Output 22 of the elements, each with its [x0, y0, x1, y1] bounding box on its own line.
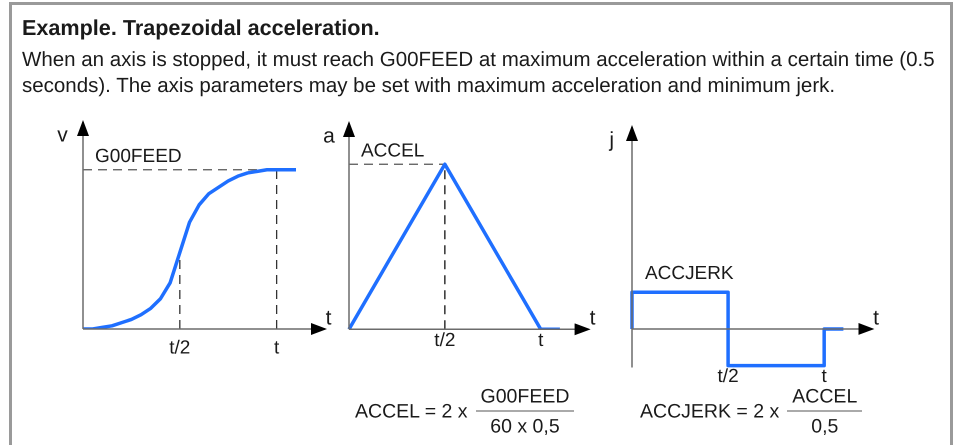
- text: G00FEED: [476, 386, 574, 412]
- ref-line-label: G00FEED: [94, 146, 182, 167]
- chart-title: Example. Trapezoidal acceleration.: [22, 15, 380, 40]
- x-tick-label: t: [538, 330, 544, 351]
- y-axis-title: a: [323, 124, 335, 148]
- x-axis-title: t: [873, 306, 879, 330]
- x-axis-title: t: [590, 306, 596, 330]
- text: 60 x 0,5: [490, 414, 560, 438]
- text: ACCEL = 2 x: [355, 400, 468, 424]
- text: When an axis is stopped, it must reach G00FEED at maximum acceleration within a certain time (0.5 seconds). The axis parameters may be set with maximum acceleration and minimum jerk.: [22, 47, 936, 99]
- y-axis-title: v: [57, 124, 68, 146]
- x-tick-label: t/2: [168, 338, 190, 358]
- ref-line-label: ACCEL: [361, 140, 424, 162]
- text: 0,5: [811, 414, 838, 438]
- series-label: ACCJERK: [644, 263, 734, 284]
- x-tick-label: t: [273, 338, 280, 358]
- y-axis-title: j: [609, 128, 614, 152]
- x-axis-title: t: [326, 306, 332, 330]
- text: ACCEL: [787, 386, 862, 412]
- text: ACCJERK = 2 x: [640, 400, 780, 424]
- x-tick-label: t/2: [434, 330, 456, 351]
- x-tick-label: t/2: [717, 366, 738, 387]
